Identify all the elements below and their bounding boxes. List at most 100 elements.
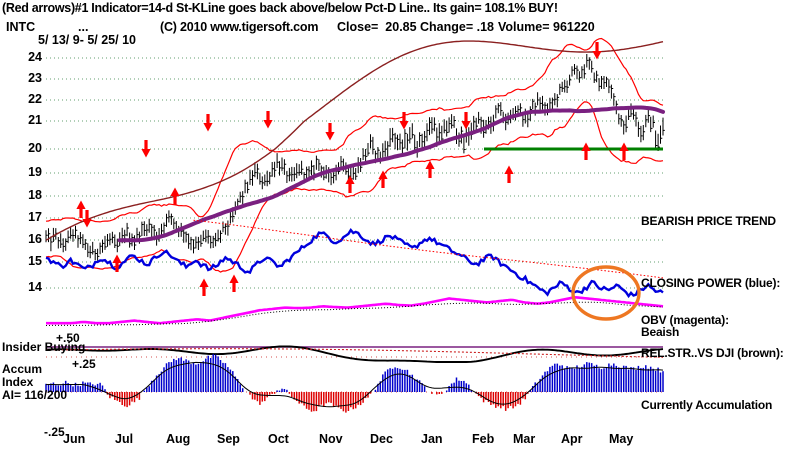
ohlc-bar (244, 179, 247, 194)
ohlc-bar (279, 161, 282, 176)
ohlc-bar (596, 70, 599, 83)
ohlc-bar (645, 114, 648, 128)
ohlc-bar (249, 169, 252, 185)
ohlc-bar (387, 141, 390, 157)
ohlc-bar (79, 232, 83, 245)
ohlc-bar (618, 113, 621, 125)
ohlc-bar (281, 157, 284, 172)
ohlc-bar (537, 92, 540, 106)
ohlc-bar (143, 221, 147, 236)
label-index: Index (2, 375, 34, 389)
ohlc-bar (318, 159, 321, 171)
ohlc-bar (593, 72, 596, 83)
ohlc-bar (591, 60, 594, 73)
month-axis-tick: Nov (319, 432, 343, 446)
ohlc-bar (315, 155, 319, 170)
ohlc-bar (104, 235, 107, 250)
bollinger-upper-band (45, 37, 664, 223)
price-axis-tick: 17 (28, 210, 42, 224)
ohlc-bar (163, 222, 166, 236)
month-axis-tick: Oct (268, 432, 289, 446)
ohlc-bar (247, 181, 250, 194)
ohlc-bar (355, 168, 358, 180)
month-axis-tick: Jun (63, 432, 86, 446)
ohlc-bar (564, 79, 567, 93)
label-plus-25: +.25 (72, 357, 96, 371)
label-minus-25: -.25 (44, 425, 65, 439)
ohlc-bar (473, 115, 476, 131)
ohlc-bar (586, 54, 589, 68)
ohlc-bar (448, 117, 451, 133)
buy-signal-arrow-up (170, 187, 180, 205)
label-ai-value: AI= 116/200 (2, 388, 68, 402)
ohlc-bar (151, 223, 154, 238)
ohlc-bar (195, 236, 198, 249)
ohlc-bar (497, 103, 501, 114)
ohlc-bar (283, 159, 287, 175)
ohlc-bar (404, 129, 407, 149)
ohlc-bar (126, 222, 129, 237)
ohlc-bar (478, 111, 481, 124)
insider-buying-line (45, 345, 664, 363)
highlight-ellipse (571, 265, 641, 321)
ohlc-bar (261, 176, 265, 190)
ohlc-bar (87, 243, 90, 258)
ohlc-bar (527, 112, 530, 128)
ohlc-bar (463, 135, 466, 154)
ohlc-bar (539, 97, 542, 112)
ohlc-bar (426, 123, 429, 142)
buy-signal-arrow-up (581, 142, 591, 160)
ohlc-bar (84, 239, 88, 250)
buy-signal-arrow-up (504, 165, 514, 183)
ohlc-bar (264, 174, 267, 186)
gridlines (46, 57, 663, 393)
change-value: Change= .18 (420, 20, 494, 34)
price-axis-tick: 21 (28, 113, 42, 127)
ohlc-bar (522, 113, 525, 127)
price-axis-tick: 20 (28, 141, 42, 155)
legend-closing-power: CLOSING POWER (blue): (641, 276, 781, 290)
sell-signal-arrow-down (325, 123, 335, 141)
ohlc-bar (298, 164, 301, 176)
ohlc-bar (382, 143, 385, 159)
ohlc-bar (256, 163, 260, 180)
moving-average-line (117, 105, 665, 243)
ohlc-bar (276, 153, 279, 168)
ohlc-bar (197, 236, 201, 250)
ohlc-bar (662, 117, 665, 136)
price-axis-tick: 15 (28, 254, 42, 268)
ohlc-bar (429, 117, 432, 136)
ohlc-bar (212, 235, 215, 248)
ohlc-bar (259, 172, 262, 185)
ohlc-bar (205, 229, 208, 243)
ohlc-bar (271, 162, 274, 177)
price-bars (45, 54, 665, 261)
buy-signal-arrow-up (378, 170, 388, 188)
ohlc-bar (411, 123, 415, 139)
ohlc-bar (183, 229, 186, 243)
month-axis-tick: Apr (561, 432, 583, 446)
relative-strength-line (45, 40, 664, 241)
ohlc-bar (505, 113, 508, 131)
ohlc-bar (291, 166, 294, 182)
ohlc-bar (274, 161, 277, 178)
buy-signal-arrow-up (619, 142, 629, 160)
ohlc-bar (252, 170, 255, 186)
price-axis-tick: 22 (28, 92, 42, 106)
ohlc-bar (561, 81, 564, 92)
buy-signal-arrow-up (112, 254, 122, 272)
ohlc-bar (254, 162, 257, 178)
ohlc-bar (333, 172, 336, 184)
price-axis-tick: 19 (28, 165, 42, 179)
ohlc-bar (576, 65, 579, 80)
ohlc-bar (296, 163, 299, 179)
ohlc-bar (99, 242, 102, 255)
ohlc-bar (571, 66, 574, 77)
ohlc-bar (153, 225, 156, 237)
ohlc-bar (640, 125, 643, 143)
ohlc-bar (170, 213, 174, 225)
ohlc-bar (50, 236, 53, 252)
ohlc-bar (202, 230, 206, 242)
ohlc-bar (107, 234, 110, 247)
